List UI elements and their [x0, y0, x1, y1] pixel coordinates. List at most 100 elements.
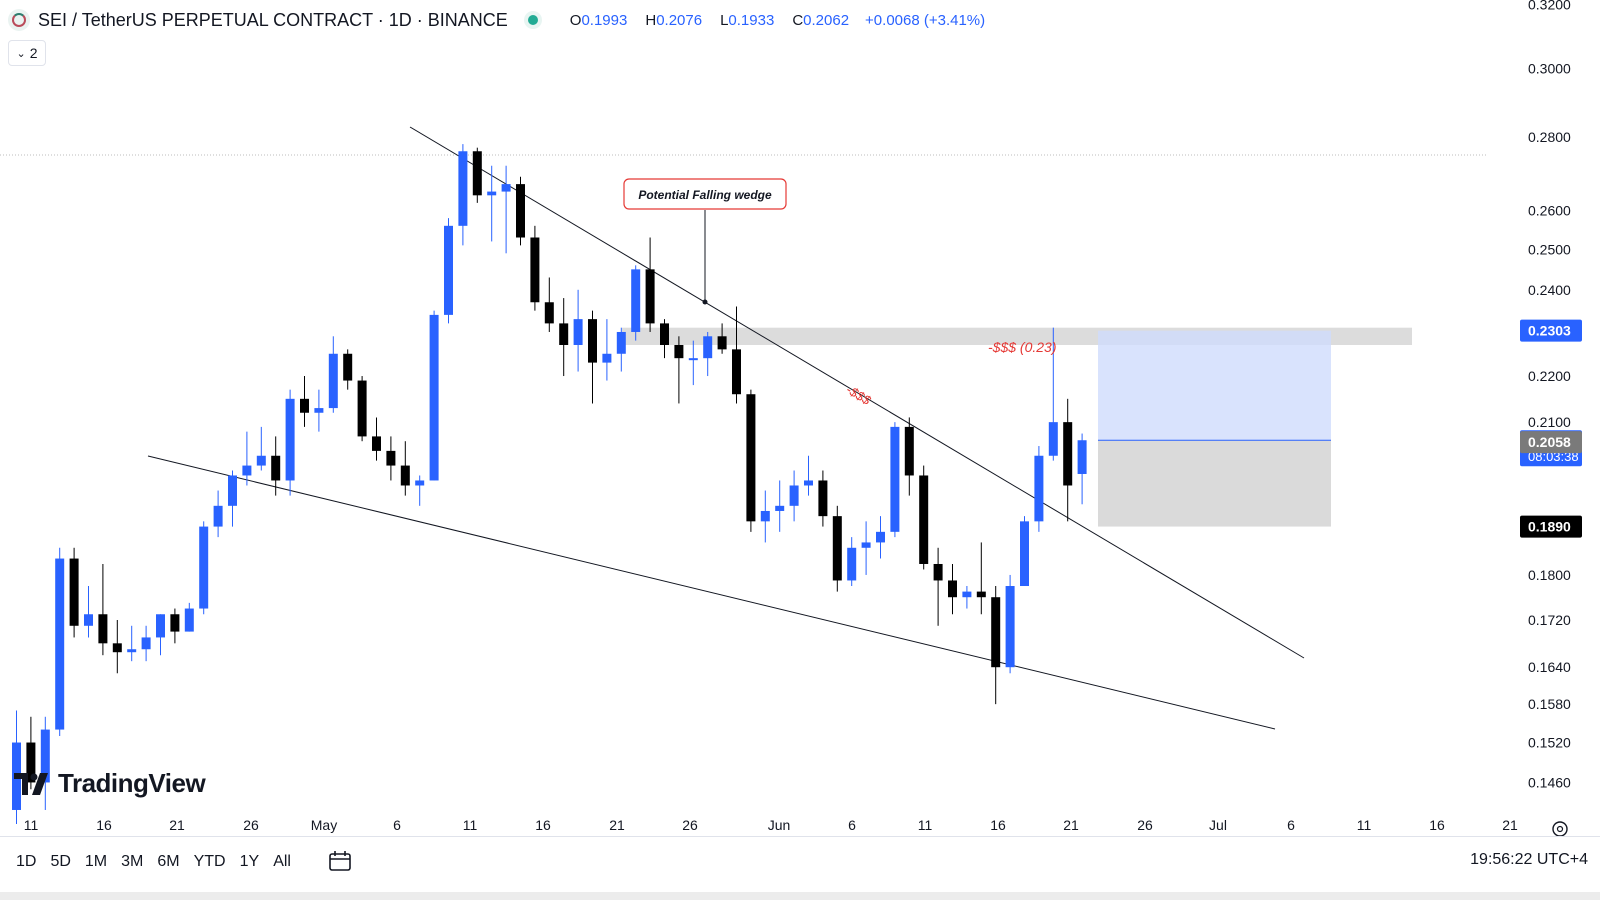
range-button-all[interactable]: All [273, 853, 291, 870]
ohlc-open: O0.1993 [569, 11, 628, 29]
price-axis-tick: 0.2200 [1528, 368, 1571, 384]
candle-body [444, 225, 453, 315]
candle-body [400, 465, 410, 486]
candle-body [688, 358, 698, 361]
price-axis-tick: 0.2400 [1528, 282, 1571, 298]
time-axis-tick: May [311, 817, 337, 833]
clock-timezone[interactable]: 19:56:22 UTC+4 [1470, 851, 1588, 868]
range-button-3m[interactable]: 3M [121, 853, 144, 870]
range-button-ytd[interactable]: YTD [193, 853, 226, 870]
candle-body [487, 191, 497, 196]
candle-body [357, 380, 367, 437]
price-axis-tick: 0.3200 [1528, 0, 1571, 13]
candle-body [760, 510, 770, 522]
candle-body [98, 614, 108, 644]
candle-body [1020, 521, 1029, 587]
candle-body [717, 336, 727, 350]
candle-body [242, 465, 252, 476]
candle-body [631, 269, 641, 332]
price-label-value: 0.1890 [1528, 519, 1571, 535]
time-axis-tick: 11 [1357, 817, 1372, 833]
candle-body [55, 558, 65, 730]
candle-body [919, 475, 929, 564]
candle-body [645, 269, 655, 324]
candle-body [285, 398, 295, 481]
candle-body [588, 319, 597, 363]
indicators-toggle-button[interactable]: ⌄ 2 [8, 40, 46, 66]
candle-body [69, 558, 79, 626]
candle-body [84, 614, 93, 626]
candle-body [775, 505, 785, 511]
symbol-header: SEI / TetherUS PERPETUAL CONTRACT · 1D ·… [8, 6, 985, 34]
candle-body [156, 614, 165, 638]
price-axis-tick: 0.2100 [1528, 414, 1571, 430]
candle-body [256, 455, 266, 466]
price-axis-tick: 0.1800 [1528, 567, 1571, 583]
time-axis-tick: 21 [1063, 817, 1079, 833]
candle-body [818, 480, 828, 517]
candle-body [616, 331, 626, 354]
range-button-5d[interactable]: 5D [50, 853, 71, 870]
time-axis-tick: 16 [990, 817, 1006, 833]
time-axis-tick: 16 [535, 817, 551, 833]
candle-body [228, 475, 237, 506]
price-axis-tick: 0.2500 [1528, 241, 1571, 257]
price-axis-tick: 0.1460 [1528, 774, 1571, 790]
candle-body [112, 643, 122, 653]
calendar-icon[interactable] [326, 847, 354, 875]
candle-body [703, 336, 713, 359]
candle-body [991, 597, 1001, 668]
price-chart[interactable]: Potential Falling wedge -$$$ (0.23) -$$$ 0.… [0, 0, 1600, 836]
range-button-1y[interactable]: 1Y [239, 853, 260, 870]
candle-body [213, 505, 223, 527]
range-button-1m[interactable]: 1M [84, 853, 108, 870]
price-change: +0.0068 (+3.41%) [865, 11, 986, 29]
time-axis-tick: 6 [393, 817, 401, 833]
time-axis-tick: 16 [1429, 817, 1445, 833]
callout-box [623, 178, 787, 210]
target-zone [1098, 330, 1331, 441]
time-axis-tick: 26 [682, 817, 698, 833]
price-label-tag [1520, 319, 1582, 342]
time-axis-tick: 21 [609, 817, 625, 833]
candle-body [26, 742, 36, 783]
time-axis-tick: 6 [848, 817, 856, 833]
liquidity-label: -$$$ (0.23) [988, 339, 1056, 355]
ohlc-high: H0.2076 [645, 11, 703, 29]
range-button-1d[interactable]: 1D [16, 853, 37, 870]
candle-body [976, 591, 986, 598]
time-axis-tick: 6 [1287, 817, 1295, 833]
range-button-6m[interactable]: 6M [157, 853, 180, 870]
candle-body [660, 323, 669, 345]
candle-body [1005, 586, 1015, 668]
candle-body [804, 480, 813, 486]
price-axis-tick: 0.1580 [1528, 696, 1571, 712]
price-axis-tick: 0.1720 [1528, 612, 1571, 628]
price-axis-tick: 0.3000 [1528, 61, 1571, 77]
candle-body [602, 353, 612, 363]
candle-body [184, 608, 194, 632]
price-axis-tick: 0.1520 [1528, 735, 1571, 751]
sei-coin-icon [8, 9, 30, 31]
market-open-icon[interactable] [523, 11, 542, 29]
price-axis-tick: 0.2800 [1528, 129, 1571, 145]
candle-body [832, 516, 842, 581]
tradingview-logo[interactable]: TradingView [14, 768, 206, 799]
symbol-title[interactable]: SEI / TetherUS PERPETUAL CONTRACT · 1D ·… [38, 9, 508, 30]
price-axis-tick: 0.2600 [1528, 202, 1571, 218]
time-axis-tick: 11 [918, 817, 933, 833]
candle-body [343, 353, 353, 381]
candle-body [127, 649, 137, 653]
range-buttons: 1D 5D 1M 3M 6M YTD 1Y All [10, 847, 297, 877]
candle-body [904, 426, 914, 476]
candle-body [876, 531, 885, 543]
tradingview-logo-icon [14, 772, 48, 795]
time-axis-tick: Jul [1209, 817, 1227, 833]
candle-body [516, 184, 525, 238]
settings-gear-icon[interactable] [1552, 821, 1568, 836]
candle-body [732, 349, 741, 395]
candle-body [573, 319, 583, 345]
scroll-strip [0, 892, 1600, 900]
candle-body [141, 637, 151, 650]
candle-body [458, 151, 468, 226]
